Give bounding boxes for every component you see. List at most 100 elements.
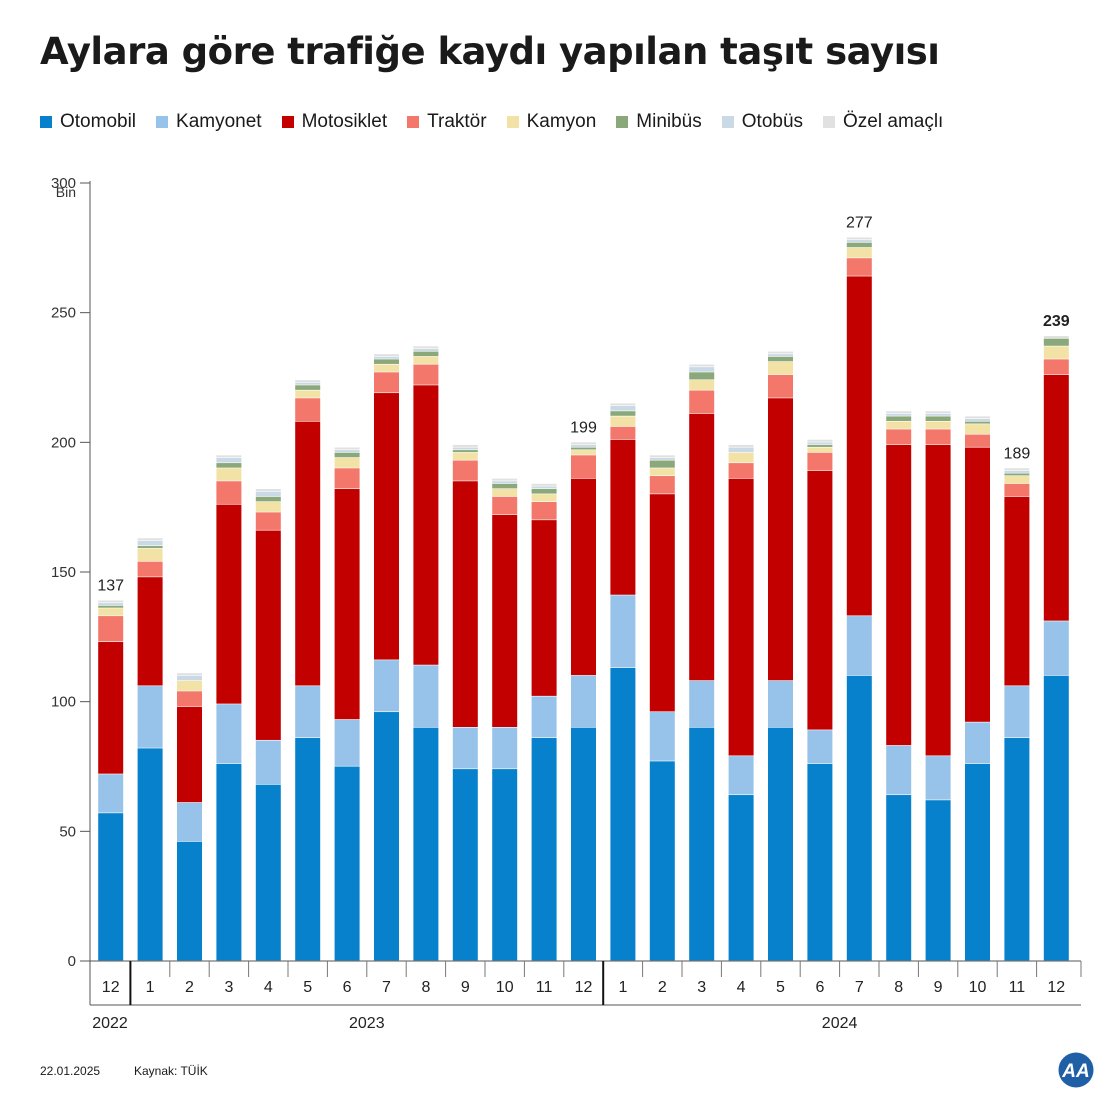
bar-segment-traktör <box>846 258 872 276</box>
bar-segment-otobüs <box>649 457 675 460</box>
bar-segment-özel-amaçlı <box>649 455 675 458</box>
bar-segment-kamyon <box>413 356 439 364</box>
bar-segment-traktör <box>728 463 754 479</box>
bar-segment-kamyon <box>374 364 399 372</box>
bar-segment-kamyonet <box>649 712 675 761</box>
bar-segment-otobüs <box>98 603 124 606</box>
bar-segment-otobüs <box>137 540 163 546</box>
bar-segment-motosiklet <box>452 481 478 727</box>
bar-segment-minibüs <box>886 416 912 421</box>
bar-segment-minibüs <box>846 242 872 248</box>
bar-segment-traktör <box>1004 483 1030 497</box>
legend-item-minibus: Minibüs <box>616 111 702 133</box>
bar-segment-minibüs <box>492 483 518 489</box>
bar-segment-özel-amaçlı <box>334 447 360 450</box>
bar-segment-kamyon <box>571 450 596 455</box>
x-tick-label: 5 <box>303 979 312 996</box>
bar-segment-motosiklet <box>137 577 163 686</box>
publish-date: 22.01.2025 <box>40 1064 101 1078</box>
total-label: 277 <box>846 214 873 231</box>
bar-segment-motosiklet <box>1043 374 1069 621</box>
bar-segment-kamyon <box>295 390 321 398</box>
legend-swatch <box>506 116 519 128</box>
bar-segment-otobüs <box>255 491 281 497</box>
bar-segment-özel-amaçlı <box>1043 336 1069 338</box>
bar-segment-kamyonet <box>571 675 596 727</box>
bar-segment-özel-amaçlı <box>571 442 596 445</box>
x-tick-label: 12 <box>102 979 120 996</box>
bar-segment-kamyon <box>255 501 281 512</box>
legend-swatch <box>281 116 294 128</box>
bar-segment-otobüs <box>177 675 202 681</box>
bar-segment-motosiklet <box>492 514 518 727</box>
bar-segment-kamyon <box>925 421 951 429</box>
bar-segment-minibüs <box>1004 473 1030 476</box>
legend-label: Kamyonet <box>176 111 262 132</box>
legend-label: Minibüs <box>636 111 702 132</box>
bar-segment-kamyonet <box>965 722 990 764</box>
bar-segment-otomobil <box>531 737 557 961</box>
bar-segment-kamyonet <box>925 756 951 800</box>
legend-swatch <box>721 116 734 128</box>
y-tick-label: 200 <box>51 434 76 451</box>
bar-segment-minibüs <box>216 463 242 468</box>
legend-item-kamyonet: Kamyonet <box>156 111 262 133</box>
bar-segment-minibüs <box>452 450 478 453</box>
x-tick-label: 9 <box>934 979 943 996</box>
bar-segment-özel-amaçlı <box>216 455 242 458</box>
bar-segment-traktör <box>1043 359 1069 375</box>
legend-swatch <box>823 116 836 128</box>
bar-segment-özel-amaçlı <box>177 673 202 676</box>
y-tick-label: 100 <box>51 694 76 711</box>
bar-segment-otomobil <box>728 795 754 961</box>
bar-segment-otomobil <box>137 748 163 961</box>
bar-segment-otobüs <box>216 457 242 463</box>
bar-segment-motosiklet <box>255 530 281 740</box>
bar-segment-otomobil <box>374 712 399 961</box>
bar-segment-traktör <box>216 481 242 504</box>
legend-item-kamyon: Kamyon <box>506 111 597 133</box>
legend-label: Otomobil <box>60 111 137 132</box>
bar-segment-özel-amaçlı <box>846 237 872 240</box>
x-tick-label: 8 <box>421 979 430 996</box>
bar-segment-otobüs <box>1004 470 1030 473</box>
legend-item-otomobil: Otomobil <box>40 111 136 133</box>
bar-segment-kamyonet <box>689 680 715 727</box>
bar-segment-özel-amaçlı <box>374 354 399 357</box>
x-tick-label: 2 <box>185 979 194 996</box>
bar-segment-motosiklet <box>295 421 321 686</box>
bar-segment-kamyonet <box>492 727 518 769</box>
bar-segment-otomobil <box>255 784 281 961</box>
legend-label: Özel amaçlı <box>843 111 944 132</box>
bar-segment-minibüs <box>768 356 793 362</box>
bar-segment-traktör <box>649 476 675 494</box>
bar-segment-özel-amaçlı <box>807 439 833 442</box>
bar-segment-otomobil <box>965 763 990 961</box>
bar-segment-traktör <box>137 561 163 577</box>
legend-label: Kamyon <box>526 111 597 132</box>
total-label: 239 <box>1043 313 1070 330</box>
legend-item-motosiklet: Motosiklet <box>281 111 388 133</box>
total-label: 199 <box>570 419 597 436</box>
bar-segment-özel-amaçlı <box>610 403 636 406</box>
bar-segment-otomobil <box>649 761 675 961</box>
bar-segment-minibüs <box>1043 338 1069 346</box>
bar-segment-otobüs <box>925 413 951 416</box>
bar-segment-kamyonet <box>334 719 360 766</box>
bar-segment-kamyonet <box>886 745 912 795</box>
bar-segment-özel-amaçlı <box>255 489 281 492</box>
bar-segment-kamyon <box>1004 476 1030 484</box>
bar-segment-traktör <box>768 374 793 398</box>
bar-segment-otomobil <box>886 795 912 961</box>
bar-segment-traktör <box>452 460 478 481</box>
bar-segment-kamyonet <box>374 660 399 712</box>
bar-segment-otobüs <box>492 481 518 484</box>
bar-segment-minibüs <box>571 447 596 450</box>
bar-segment-kamyon <box>177 680 202 691</box>
legend: Otomobil Kamyonet Motosiklet Traktör Kam… <box>40 111 943 133</box>
bar-segment-traktör <box>255 512 281 530</box>
year-label: 2023 <box>349 1015 385 1032</box>
total-label: 137 <box>97 578 124 595</box>
legend-label: Motosiklet <box>301 111 388 132</box>
